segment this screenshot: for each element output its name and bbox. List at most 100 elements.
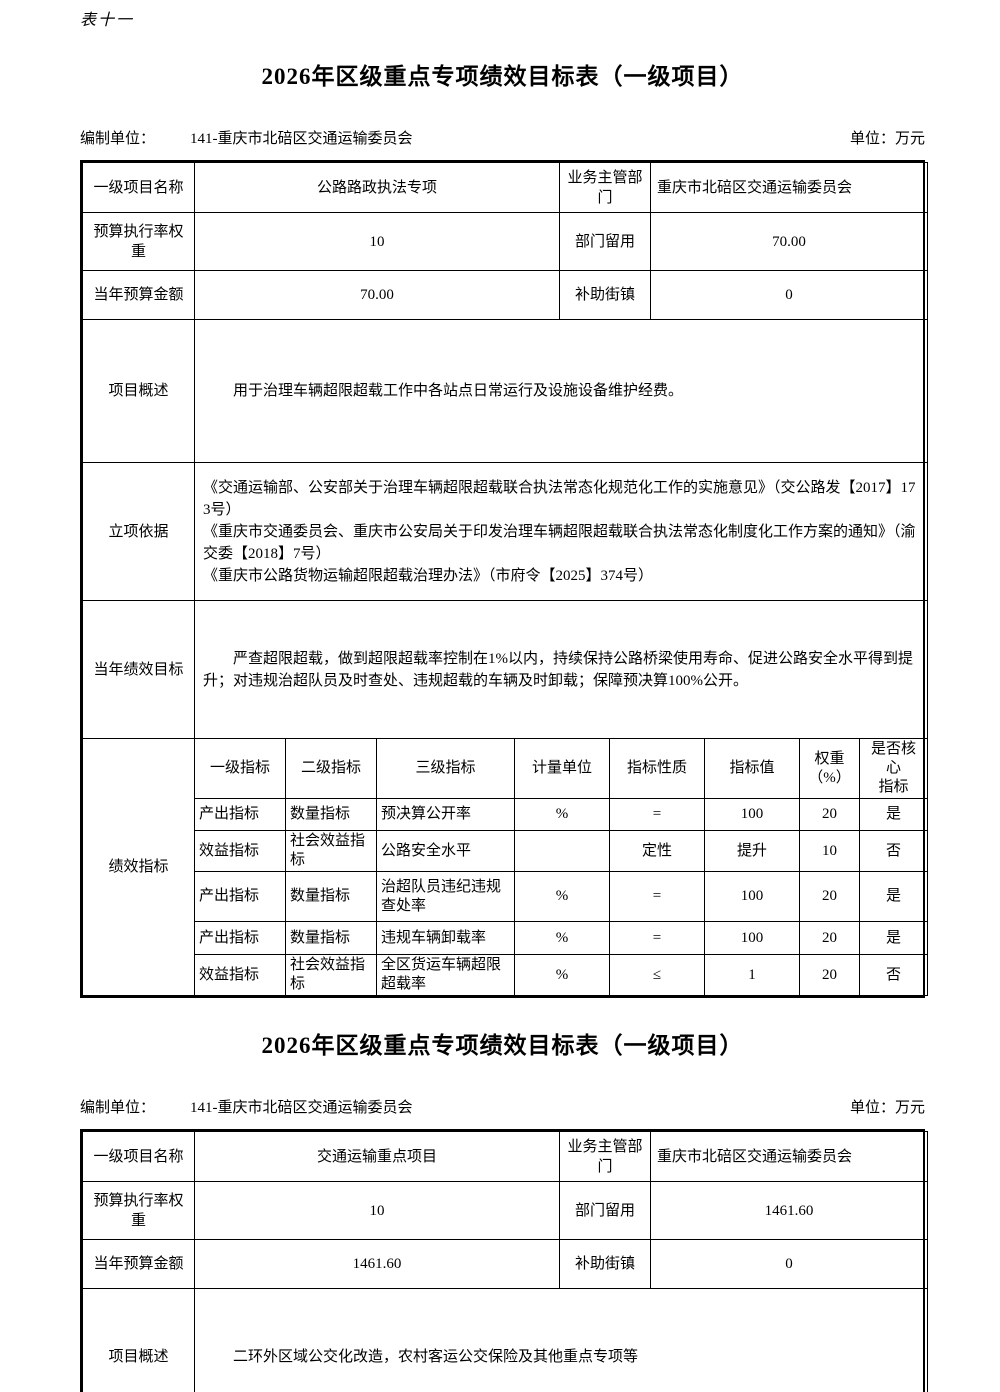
section2-table: 一级项目名称 交通运输重点项目 业务主管部门 重庆市北碚区交通运输委员会 预算执…: [80, 1129, 928, 1392]
table-row: 当年绩效目标 严查超限超载，做到超限超载率控制在1%以内，持续保持公路桥梁使用寿…: [82, 600, 928, 739]
indicator-cell: 1: [704, 954, 800, 996]
project-overview-value: 用于治理车辆超限超载工作中各站点日常运行及设施设备维护经费。: [194, 319, 928, 463]
subsidy-town-value: 0: [650, 270, 928, 320]
indicator-cell: 20: [799, 798, 860, 831]
competent-dept-value: 重庆市北碚区交通运输委员会: [650, 1131, 928, 1182]
section1-prepared-by: 编制单位： 141-重庆市北碚区交通运输委员会: [80, 127, 413, 148]
indicator-cell: 数量指标: [285, 871, 377, 922]
table-row: 项目概述 用于治理车辆超限超载工作中各站点日常运行及设施设备维护经费。: [82, 319, 928, 463]
section1-indicator-table: 绩效指标 一级指标 二级指标 三级指标 计量单位 指标性质 指标值 权重 （%）…: [82, 738, 928, 996]
dept-retained-value: 70.00: [650, 212, 928, 271]
current-budget-label: 当年预算金额: [82, 270, 195, 320]
indicator-cell: 社会效益指标: [285, 954, 377, 996]
table-row: 立项依据 《交通运输部、公安部关于治理车辆超限超载联合执法常态化规范化工作的实施…: [82, 462, 928, 601]
indicator-header-value: 指标值: [704, 738, 800, 799]
indicator-cell: 数量指标: [285, 921, 377, 955]
indicator-cell: =: [609, 921, 705, 955]
table-row: 一级项目名称 公路路政执法专项 业务主管部门 重庆市北碚区交通运输委员会: [82, 162, 928, 213]
current-budget-value: 1461.60: [194, 1239, 560, 1289]
indicator-cell: 社会效益指标: [285, 830, 377, 872]
indicator-cell: 产出指标: [194, 798, 286, 831]
table-row: 预算执行率权重 10 部门留用 70.00: [82, 212, 928, 271]
section1-meta-row: 编制单位： 141-重庆市北碚区交通运输委员会 单位：万元: [80, 127, 925, 148]
unit-label: 单位：万元: [849, 131, 925, 147]
dept-retained-label: 部门留用: [559, 212, 651, 271]
indicator-row: 效益指标 社会效益指标 公路安全水平 定性 提升 10 否: [83, 830, 928, 872]
indicator-cell: 效益指标: [194, 954, 286, 996]
indicator-header-level1: 一级指标: [194, 738, 286, 799]
indicator-header-row: 绩效指标 一级指标 二级指标 三级指标 计量单位 指标性质 指标值 权重 （%）…: [82, 738, 928, 996]
table-row: 预算执行率权重 10 部门留用 1461.60: [82, 1181, 928, 1240]
indicator-cell: 公路安全水平: [376, 830, 515, 872]
prepared-by-value: 141-重庆市北碚区交通运输委员会: [190, 131, 413, 147]
indicator-cell: 是: [859, 921, 928, 955]
indicator-row: 产出指标 数量指标 违规车辆卸载率 % = 100 20 是: [83, 921, 928, 955]
indicator-header-nature: 指标性质: [609, 738, 705, 799]
table-row: 当年预算金额 1461.60 补助街镇 0: [82, 1239, 928, 1289]
indicator-cell: 全区货运车辆超限超载率: [376, 954, 515, 996]
indicator-header-weight: 权重 （%）: [799, 738, 860, 799]
section1-narrative-table: 项目概述 用于治理车辆超限超载工作中各站点日常运行及设施设备维护经费。 立项依据…: [82, 319, 928, 739]
indicator-header-unit: 计量单位: [514, 738, 610, 799]
indicator-cell: 产出指标: [194, 921, 286, 955]
table-row: 当年预算金额 70.00 补助街镇 0: [82, 270, 928, 320]
prepared-by-value: 141-重庆市北碚区交通运输委员会: [190, 1100, 413, 1116]
project-basis-value: 《交通运输部、公安部关于治理车辆超限超载联合执法常态化规范化工作的实施意见》（交…: [194, 462, 928, 601]
indicator-cell: 100: [704, 871, 800, 922]
indicator-cell: 提升: [704, 830, 800, 872]
competent-dept-label: 业务主管部门: [559, 162, 651, 213]
indicator-cell: 否: [859, 954, 928, 996]
indicator-cell: 数量指标: [285, 798, 377, 831]
indicator-cell: 20: [799, 871, 860, 922]
project-overview-label: 项目概述: [82, 319, 195, 463]
competent-dept-value: 重庆市北碚区交通运输委员会: [650, 162, 928, 213]
dept-retained-label: 部门留用: [559, 1181, 651, 1240]
section1-title: 2026年区级重点专项绩效目标表（一级项目）: [261, 64, 744, 89]
document-content: 表十一 2026年区级重点专项绩效目标表（一级项目） 编制单位： 141-重庆市…: [80, 0, 928, 1392]
subsidy-town-value: 0: [650, 1239, 928, 1289]
indicator-cell: 治超队员违纪违规查处率: [376, 871, 515, 922]
indicator-cell: %: [514, 798, 610, 831]
project-name-value: 交通运输重点项目: [194, 1131, 560, 1182]
section2-info-table: 一级项目名称 交通运输重点项目 业务主管部门 重庆市北碚区交通运输委员会 预算执…: [82, 1131, 928, 1289]
budget-exec-weight-label: 预算执行率权重: [82, 212, 195, 271]
indicator-cell: 100: [704, 798, 800, 831]
indicator-header-level2: 二级指标: [285, 738, 377, 799]
indicator-cell: 是: [859, 871, 928, 922]
indicator-cell: %: [514, 871, 610, 922]
indicator-cell: %: [514, 954, 610, 996]
section2-meta-row: 编制单位： 141-重庆市北碚区交通运输委员会 单位：万元: [80, 1096, 925, 1117]
indicator-header-core: 是否核心 指标: [859, 738, 928, 799]
annual-goal-value: 严查超限超载，做到超限超载率控制在1%以内，持续保持公路桥梁使用寿命、促进公路安…: [194, 600, 928, 739]
project-overview-value: 二环外区域公交化改造，农村客运公交保险及其他重点专项等: [194, 1288, 928, 1392]
subsidy-town-label: 补助街镇: [559, 1239, 651, 1289]
indicator-row: 产出指标 数量指标 预决算公开率 % = 100 20 是: [83, 798, 928, 831]
indicator-cell: [514, 830, 610, 872]
indicator-cell: 20: [799, 954, 860, 996]
indicators-section-label: 绩效指标: [82, 738, 195, 996]
indicator-cell: 100: [704, 921, 800, 955]
competent-dept-label: 业务主管部门: [559, 1131, 651, 1182]
indicator-row: 效益指标 社会效益指标 全区货运车辆超限超载率 % ≤ 1 20 否: [83, 954, 928, 996]
indicator-cell: 违规车辆卸载率: [376, 921, 515, 955]
table-row: 项目概述 二环外区域公交化改造，农村客运公交保险及其他重点专项等: [82, 1288, 928, 1392]
indicator-cell: 效益指标: [194, 830, 286, 872]
budget-exec-weight-value: 10: [194, 212, 560, 271]
annual-goal-label: 当年绩效目标: [82, 600, 195, 739]
budget-exec-weight-value: 10: [194, 1181, 560, 1240]
table-row: 一级项目名称 交通运输重点项目 业务主管部门 重庆市北碚区交通运输委员会: [82, 1131, 928, 1182]
section2-title: 2026年区级重点专项绩效目标表（一级项目）: [261, 1033, 744, 1058]
indicator-cell: 定性: [609, 830, 705, 872]
project-name-label: 一级项目名称: [82, 1131, 195, 1182]
project-overview-label: 项目概述: [82, 1288, 195, 1392]
indicator-cell: ≤: [609, 954, 705, 996]
budget-exec-weight-label: 预算执行率权重: [82, 1181, 195, 1240]
indicator-cell: 10: [799, 830, 860, 872]
table-number-label: 表十一: [80, 12, 135, 29]
project-name-value: 公路路政执法专项: [194, 162, 560, 213]
indicator-cell: =: [609, 798, 705, 831]
indicator-row: 产出指标 数量指标 治超队员违纪违规查处率 % = 100 20 是: [83, 871, 928, 922]
unit-label: 单位：万元: [849, 1100, 925, 1116]
section2-narrative-table: 项目概述 二环外区域公交化改造，农村客运公交保险及其他重点专项等: [82, 1288, 928, 1392]
